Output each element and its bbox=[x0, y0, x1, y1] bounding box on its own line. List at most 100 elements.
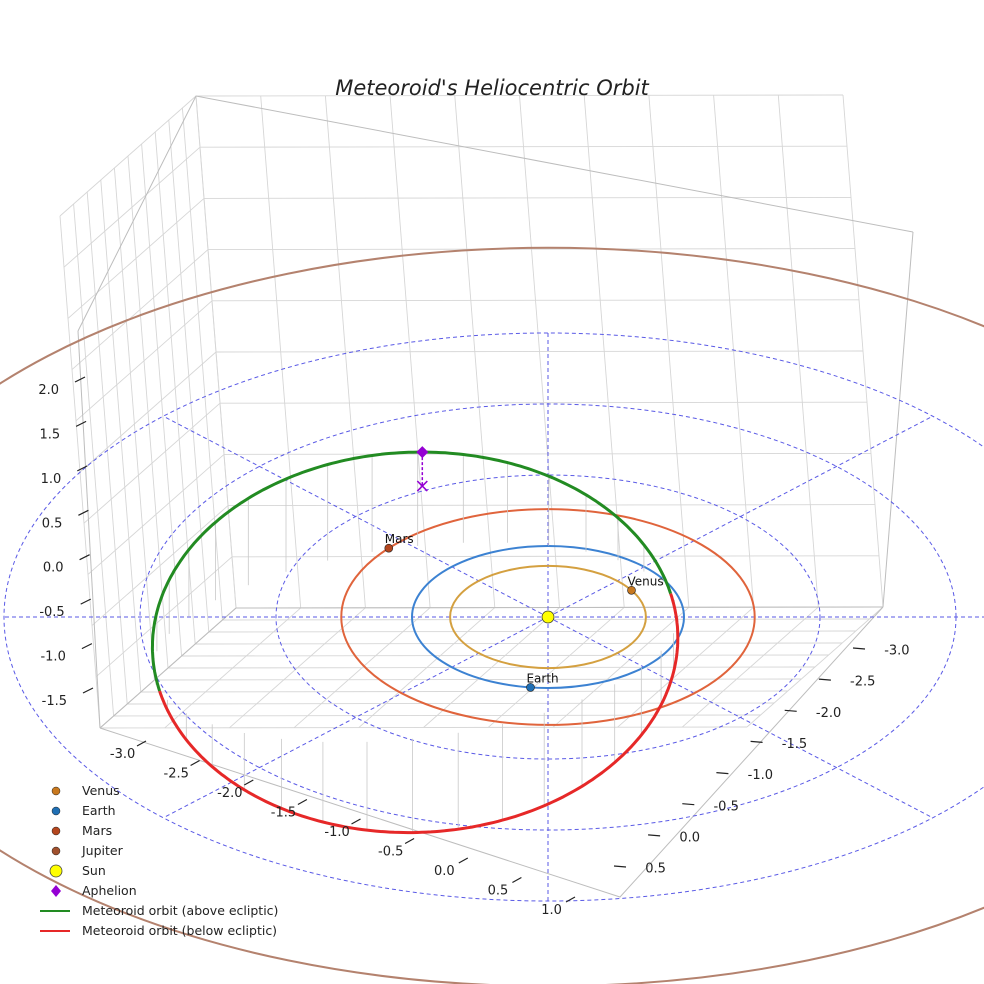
ecliptic-spoke bbox=[547, 415, 933, 618]
x-axis-tick-label: -1.0 bbox=[324, 825, 349, 840]
y-axis-tick bbox=[818, 678, 831, 681]
grid-line bbox=[199, 145, 848, 148]
ecliptic-spoke bbox=[163, 415, 549, 618]
legend-label-orbit-below: Meteoroid orbit (below ecliptic) bbox=[82, 923, 277, 938]
legend-label-mars: Mars bbox=[82, 823, 112, 838]
z-axis-tick-label: 0.0 bbox=[43, 561, 64, 576]
pane-edge bbox=[99, 606, 884, 729]
grid-line bbox=[79, 351, 217, 473]
body-markers: Venus Earth Mars bbox=[384, 446, 664, 692]
grid-line bbox=[127, 702, 775, 705]
grid-line bbox=[207, 248, 856, 251]
grid-line bbox=[86, 191, 128, 705]
legend-symbol-venus bbox=[51, 786, 61, 796]
planet-label-mars: Mars bbox=[385, 532, 414, 546]
legend-label-jupiter: Jupiter bbox=[81, 843, 124, 858]
orbit-venus bbox=[449, 564, 647, 670]
grid-line bbox=[154, 678, 802, 681]
orbit-mars bbox=[340, 508, 756, 726]
orbit-droplines bbox=[152, 452, 679, 833]
ecliptic-spoke bbox=[163, 616, 549, 819]
z-axis-tick bbox=[75, 420, 87, 427]
grid-line bbox=[842, 94, 884, 608]
legend-label-orbit-above: Meteoroid orbit (above ecliptic) bbox=[82, 903, 278, 918]
y-axis-tick-label: -0.5 bbox=[713, 799, 738, 814]
x-axis-tick bbox=[297, 798, 308, 806]
y-axis-tick bbox=[852, 647, 866, 650]
grid-line bbox=[617, 606, 754, 728]
y-axis-tick bbox=[648, 834, 661, 837]
planet-marker-venus bbox=[627, 585, 636, 595]
pane-edge bbox=[882, 231, 914, 608]
y-axis-tick bbox=[682, 803, 695, 806]
axis-ticks: -3.0 -2.5 -2.0 -1.5 -1.0 -0.5 0.0 0.5 1.0 -3.0 -2.… bbox=[38, 376, 910, 918]
planet-marker-earth bbox=[526, 683, 535, 692]
y-axis-tick-label: -1.0 bbox=[748, 768, 773, 783]
z-axis-tick bbox=[74, 376, 86, 383]
x-axis-tick bbox=[136, 740, 147, 747]
grid-line bbox=[215, 350, 864, 353]
x-axis-tick bbox=[190, 759, 200, 767]
grid-line bbox=[682, 606, 819, 728]
x-axis-tick bbox=[244, 779, 254, 786]
y-axis-tick bbox=[750, 740, 763, 743]
y-axis-tick-label: -2.5 bbox=[850, 675, 875, 690]
x-axis-tick-label: -3.0 bbox=[110, 747, 135, 762]
z-axis-tick-label: -0.5 bbox=[39, 605, 64, 620]
legend-symbol-jupiter bbox=[51, 846, 61, 856]
legend-label-earth: Earth bbox=[82, 803, 116, 818]
ecliptic-reference-grid bbox=[3, 332, 984, 902]
x-axis-tick bbox=[565, 896, 576, 903]
z-axis-tick-label: -1.5 bbox=[42, 694, 67, 709]
x-axis-tick bbox=[458, 857, 469, 864]
z-axis-tick-label: 2.0 bbox=[38, 383, 59, 398]
x-axis-tick bbox=[512, 876, 522, 884]
grid-line bbox=[777, 95, 819, 608]
legend-label-aphelion: Aphelion bbox=[82, 883, 137, 898]
z-axis-tick-label: 0.5 bbox=[42, 516, 63, 531]
x-axis-tick-label: -2.0 bbox=[217, 786, 242, 801]
ecliptic-ring bbox=[275, 474, 821, 760]
grid-line bbox=[75, 300, 213, 422]
orbit-jupiter bbox=[0, 246, 984, 984]
grid-line bbox=[203, 196, 852, 199]
legend: Venus Earth Mars Jupiter Sun Aphelion Meteoroi… bbox=[40, 783, 278, 938]
y-axis-tick-label: -3.0 bbox=[884, 644, 909, 659]
y-axis-tick-label: 0.5 bbox=[645, 862, 666, 877]
pane-edge bbox=[77, 330, 101, 729]
grid-line bbox=[746, 606, 884, 728]
grid-line bbox=[211, 299, 860, 302]
grid-line bbox=[59, 95, 197, 217]
x-axis-tick-label: -0.5 bbox=[378, 845, 403, 860]
chart-title: Meteoroid's Heliocentric Orbit bbox=[335, 76, 649, 100]
x-axis-tick-label: -1.5 bbox=[271, 806, 296, 821]
meteoroid-orbit bbox=[150, 450, 680, 835]
pane-edge bbox=[99, 606, 884, 898]
ecliptic-spoke bbox=[547, 616, 933, 819]
legend-symbol-mars bbox=[51, 826, 61, 836]
y-axis-tick-label: 0.0 bbox=[679, 830, 700, 845]
aphelion-projection-marker bbox=[416, 480, 428, 492]
z-axis-tick bbox=[78, 509, 89, 516]
grid-line bbox=[713, 95, 755, 608]
legend-symbol-aphelion bbox=[51, 885, 61, 897]
sun-marker bbox=[541, 610, 555, 624]
grid-line bbox=[113, 714, 761, 717]
grid-line bbox=[67, 198, 205, 319]
z-axis-tick bbox=[79, 554, 90, 561]
z-axis-tick bbox=[82, 687, 94, 694]
z-axis-tick-label: 1.5 bbox=[39, 427, 60, 442]
grid-line bbox=[63, 146, 201, 268]
x-axis-tick bbox=[351, 818, 361, 825]
legend-label-sun: Sun bbox=[82, 863, 106, 878]
z-axis-tick bbox=[81, 643, 93, 650]
legend-label-venus: Venus bbox=[82, 783, 120, 798]
planet-label-venus: Venus bbox=[627, 574, 663, 588]
x-axis-tick-label: 0.5 bbox=[488, 884, 509, 899]
orbit-earth bbox=[411, 545, 685, 689]
aphelion-marker bbox=[416, 446, 429, 459]
grid-line bbox=[71, 249, 209, 370]
grid-line bbox=[73, 203, 115, 717]
grid-line bbox=[648, 95, 690, 608]
